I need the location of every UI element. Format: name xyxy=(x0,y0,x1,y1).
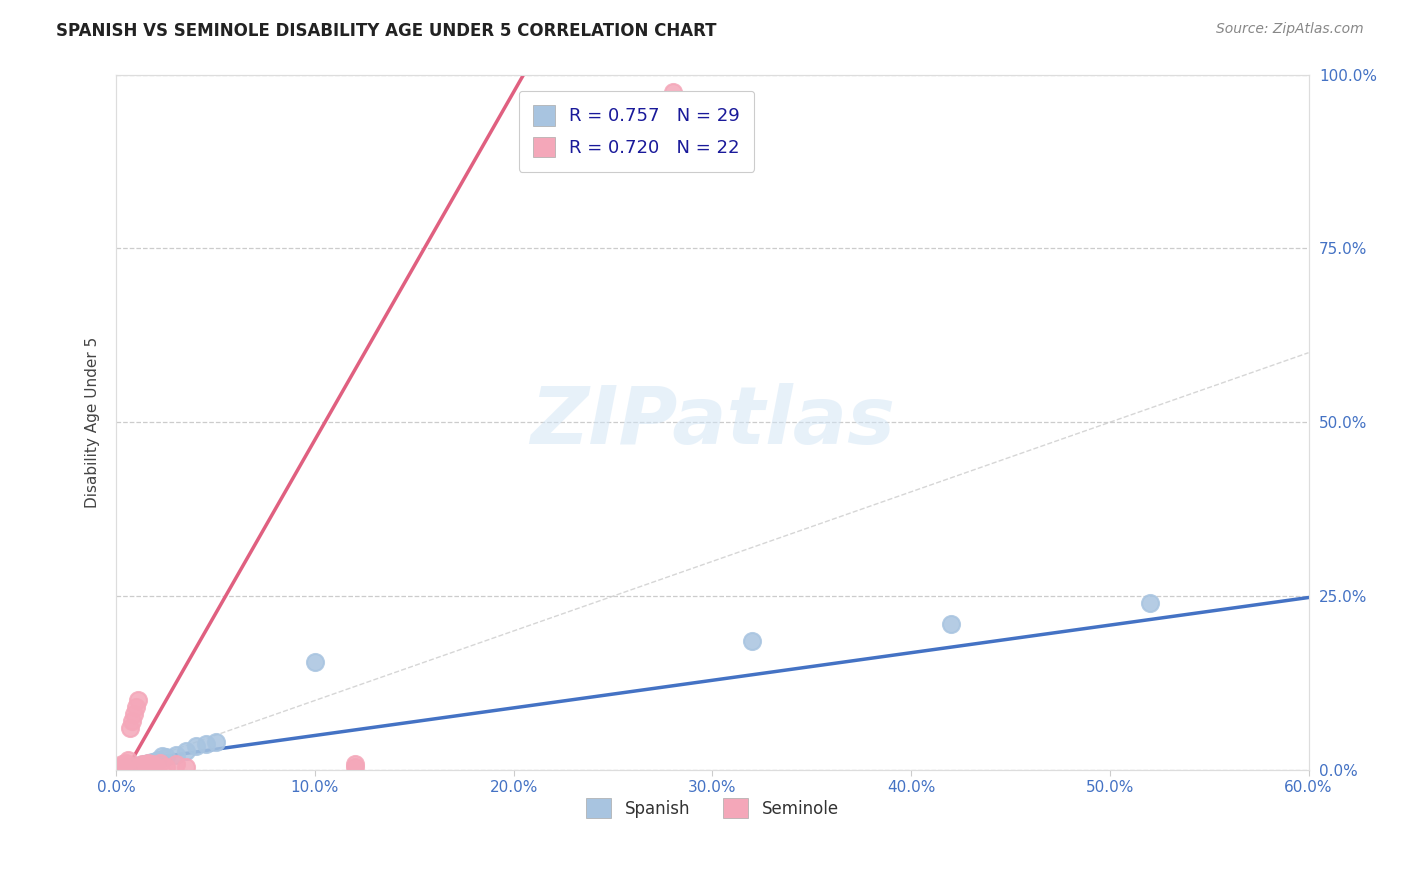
Point xyxy=(141,755,163,769)
Point xyxy=(165,747,187,762)
Point xyxy=(174,759,197,773)
Point xyxy=(194,737,217,751)
Point xyxy=(139,756,162,771)
Text: Source: ZipAtlas.com: Source: ZipAtlas.com xyxy=(1216,22,1364,37)
Point xyxy=(155,750,177,764)
Legend: Spanish, Seminole: Spanish, Seminole xyxy=(579,792,845,824)
Point xyxy=(149,756,172,770)
Point xyxy=(129,758,152,772)
Point xyxy=(304,655,326,669)
Point xyxy=(1139,596,1161,610)
Text: SPANISH VS SEMINOLE DISABILITY AGE UNDER 5 CORRELATION CHART: SPANISH VS SEMINOLE DISABILITY AGE UNDER… xyxy=(56,22,717,40)
Point xyxy=(121,714,143,729)
Point xyxy=(146,753,169,767)
Point xyxy=(127,693,149,707)
Text: ZIPatlas: ZIPatlas xyxy=(530,384,894,461)
Point xyxy=(143,756,166,770)
Y-axis label: Disability Age Under 5: Disability Age Under 5 xyxy=(86,336,100,508)
Point xyxy=(165,757,187,772)
Point xyxy=(117,753,139,767)
Point xyxy=(117,761,139,775)
Point xyxy=(111,757,134,772)
Point xyxy=(122,707,145,722)
Point xyxy=(121,759,143,773)
Point xyxy=(343,759,366,773)
Point xyxy=(111,761,134,775)
Point xyxy=(131,757,153,772)
Point xyxy=(939,616,962,631)
Point xyxy=(129,759,152,773)
Point xyxy=(127,759,149,773)
Point xyxy=(115,756,138,770)
Point xyxy=(125,700,148,714)
Point xyxy=(741,634,763,648)
Point xyxy=(122,760,145,774)
Point xyxy=(120,721,142,735)
Point xyxy=(150,749,173,764)
Point xyxy=(661,85,683,99)
Point xyxy=(132,757,155,772)
Point xyxy=(135,758,157,772)
Point xyxy=(136,756,159,770)
Point xyxy=(155,759,177,773)
Point xyxy=(135,757,157,772)
Point xyxy=(131,759,153,773)
Point xyxy=(141,757,163,772)
Point xyxy=(145,754,167,768)
Point xyxy=(136,756,159,770)
Point xyxy=(125,759,148,773)
Point xyxy=(110,759,132,773)
Point xyxy=(145,759,167,773)
Point xyxy=(174,743,197,757)
Point xyxy=(115,760,138,774)
Point xyxy=(184,739,207,753)
Point xyxy=(343,757,366,772)
Point xyxy=(204,735,226,749)
Point xyxy=(120,759,142,773)
